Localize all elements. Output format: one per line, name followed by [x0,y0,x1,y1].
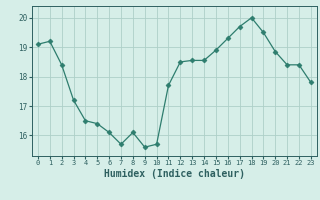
X-axis label: Humidex (Indice chaleur): Humidex (Indice chaleur) [104,169,245,179]
